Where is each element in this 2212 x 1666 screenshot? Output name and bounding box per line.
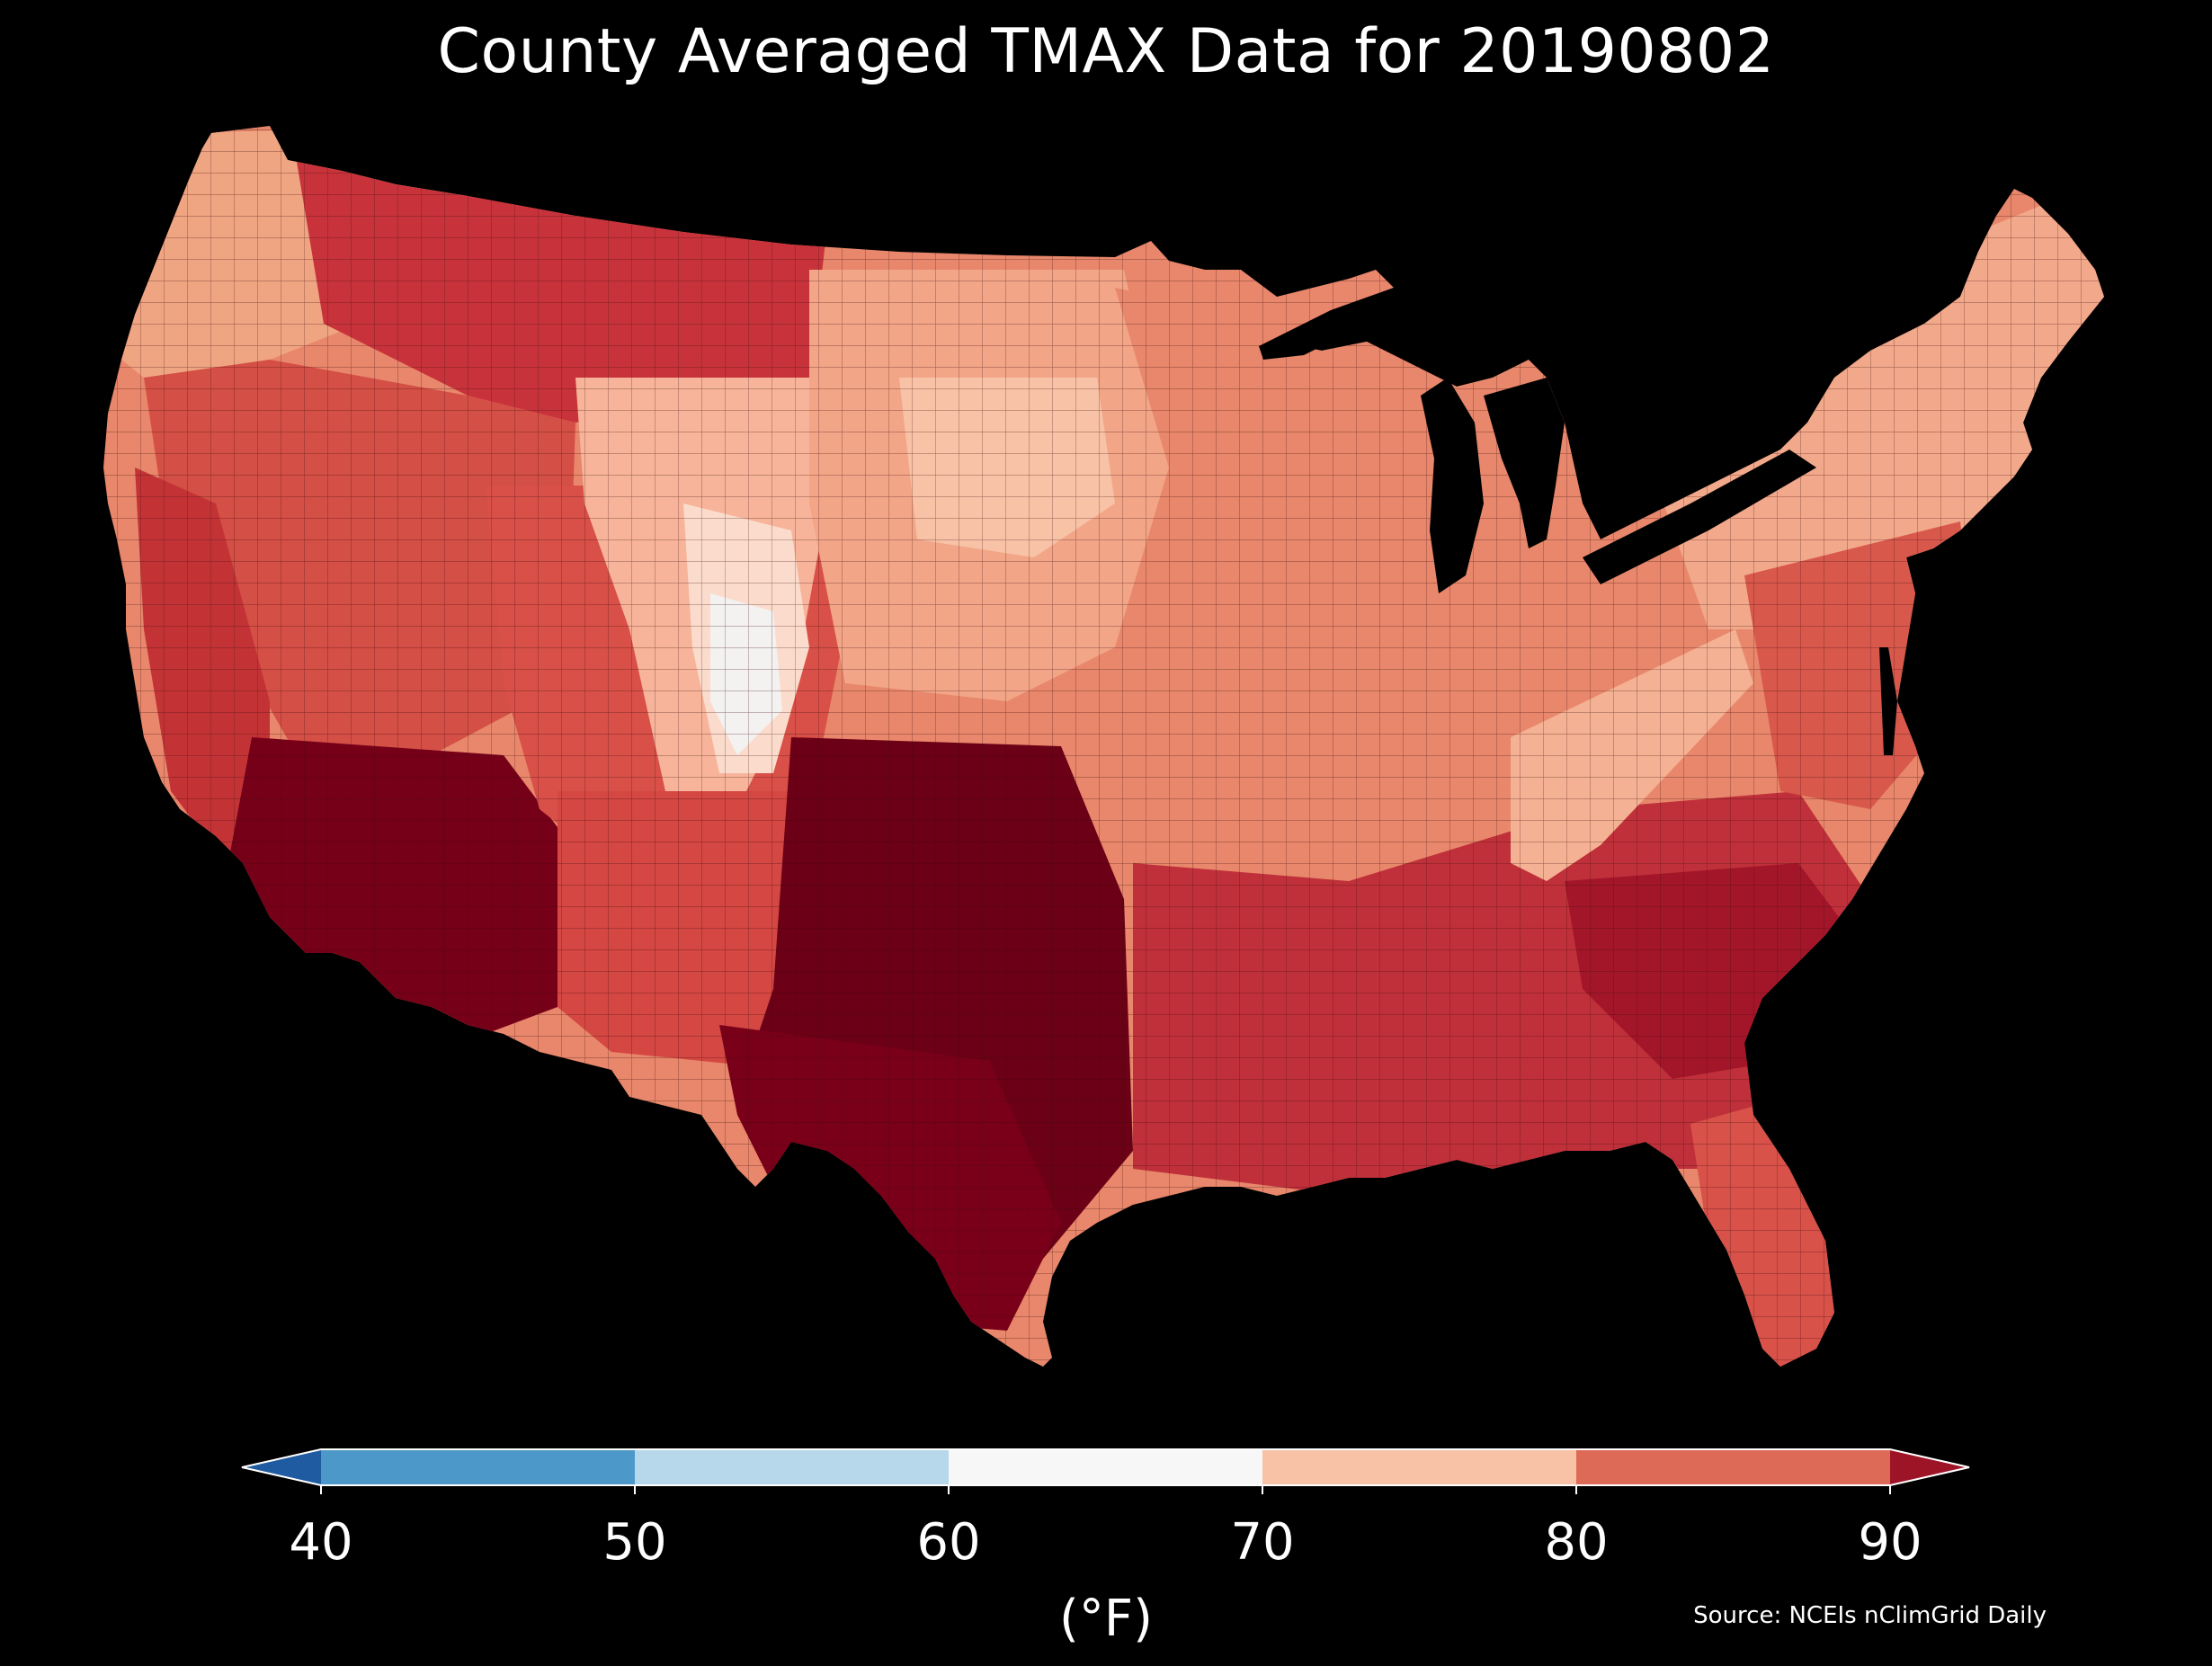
- colorbar-segment: [949, 1449, 1263, 1485]
- lake-michigan: [1421, 378, 1484, 593]
- lake-huron: [1484, 378, 1565, 548]
- colorbar-segment: [1262, 1449, 1577, 1485]
- lake-superior: [1259, 288, 1412, 360]
- colorbar-tick-label: 80: [1544, 1513, 1609, 1572]
- colorbar-segment: [321, 1449, 636, 1485]
- source-note: Source: NCEIs nClimGrid Daily: [1693, 1602, 2047, 1629]
- colorbar-tick-label: 90: [1858, 1513, 1922, 1572]
- colorbar-extend-high: [1890, 1449, 1969, 1485]
- map-title: County Averaged TMAX Data for 20190802: [437, 16, 1775, 87]
- colorbar-segment: [1576, 1449, 1891, 1485]
- colorbar-extend-low: [242, 1449, 321, 1485]
- colorbar-tick-label: 70: [1230, 1513, 1295, 1572]
- colorbar-tick-label: 60: [916, 1513, 981, 1572]
- colorbar-tick-label: 50: [602, 1513, 667, 1572]
- lake-erie-ontario: [1583, 450, 1816, 584]
- colorbar-tick-label: 40: [289, 1513, 353, 1572]
- great-lakes: [1259, 288, 1816, 593]
- chesapeake-bay: [1879, 647, 1897, 755]
- colorbar-segment: [635, 1449, 950, 1485]
- colorbar-units-label: (°F): [1059, 1590, 1153, 1648]
- county-borders: [103, 126, 2104, 1367]
